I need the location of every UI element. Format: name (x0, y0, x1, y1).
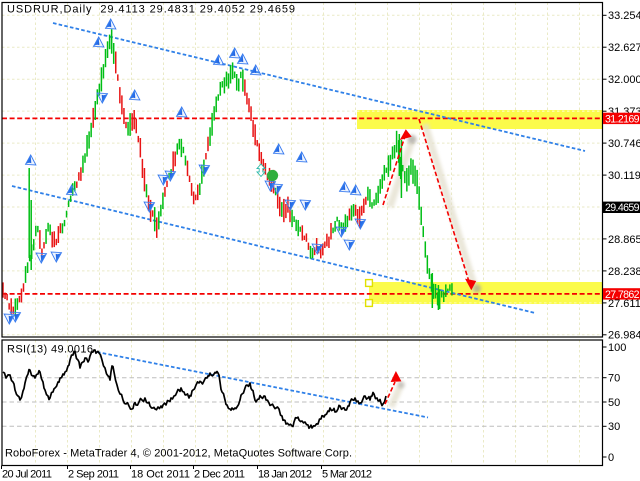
svg-text:27.6110: 27.6110 (608, 298, 640, 310)
svg-text:18 Oct 2011: 18 Oct 2011 (131, 469, 190, 481)
svg-text:2 Dec 2011: 2 Dec 2011 (194, 469, 245, 481)
svg-text:31.2169: 31.2169 (605, 113, 640, 125)
svg-text:30.1190: 30.1190 (608, 170, 640, 182)
svg-text:32.6270: 32.6270 (608, 42, 640, 54)
svg-text:28.8650: 28.8650 (608, 234, 640, 246)
svg-text:28.2380: 28.2380 (608, 266, 640, 278)
svg-text:26.9840: 26.9840 (608, 330, 640, 342)
svg-text:5 Mar 2012: 5 Mar 2012 (322, 469, 372, 481)
svg-text:70: 70 (608, 373, 620, 385)
svg-text:20 Jul 2011: 20 Jul 2011 (2, 469, 52, 481)
svg-text:32.0000: 32.0000 (608, 74, 640, 86)
svg-text:100: 100 (608, 342, 626, 354)
svg-text:0: 0 (608, 452, 614, 464)
svg-text:27.7862: 27.7862 (605, 289, 640, 301)
svg-text:33.2540: 33.2540 (608, 10, 640, 22)
svg-text:30.7460: 30.7460 (608, 138, 640, 150)
svg-text:RSI(13) 49.0016: RSI(13) 49.0016 (7, 344, 93, 356)
svg-text:18 Jan 2012: 18 Jan 2012 (258, 469, 312, 481)
svg-text:USDRUR,Daily 29.4113 29.4831: USDRUR,Daily 29.4113 29.4831 29.4052 29.… (7, 4, 295, 16)
svg-text:RoboForex - MetaTrader 4, © 20: RoboForex - MetaTrader 4, © 2001-2012, M… (5, 448, 352, 460)
svg-text:30: 30 (608, 421, 620, 433)
svg-text:29.4659: 29.4659 (605, 202, 640, 214)
svg-text:50: 50 (608, 397, 620, 409)
svg-text:2 Sep 2011: 2 Sep 2011 (68, 469, 119, 481)
